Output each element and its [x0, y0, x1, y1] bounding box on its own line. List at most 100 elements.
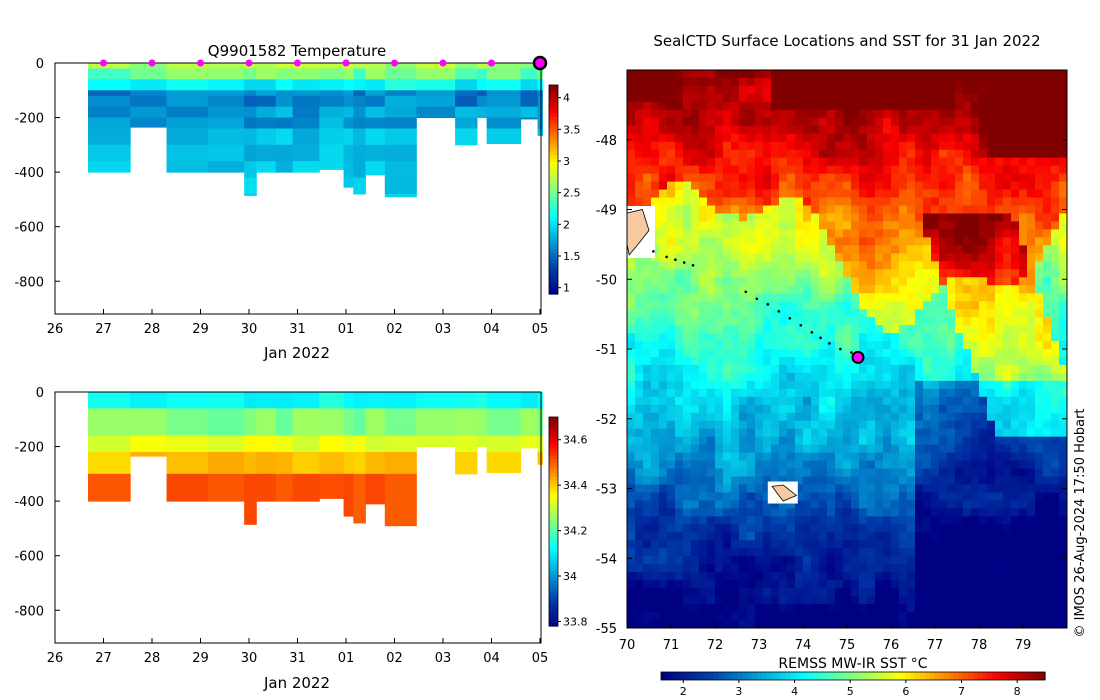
sst-cell — [907, 205, 916, 214]
section-cell — [292, 79, 320, 86]
sst-cell — [707, 70, 716, 79]
sst-cell — [795, 508, 804, 517]
sst-cell — [787, 380, 796, 390]
sst-cell — [771, 476, 780, 485]
colorbar-segment — [549, 615, 558, 620]
sst-cell — [867, 556, 876, 565]
sst-cell — [859, 317, 868, 326]
sst-cell — [763, 349, 772, 358]
sst-cell — [643, 412, 652, 422]
sst-cell — [859, 484, 868, 493]
sst-cell — [635, 516, 644, 525]
section-cell — [384, 517, 417, 524]
sst-cell — [947, 221, 956, 230]
sst-cell — [755, 229, 764, 238]
sst-cell — [699, 500, 708, 509]
sst-cell — [1051, 380, 1060, 390]
sst-cell — [819, 173, 828, 182]
sst-cell — [971, 444, 980, 454]
sst-cell — [1027, 285, 1036, 294]
sst-cell — [923, 70, 932, 79]
sst-cell — [979, 70, 988, 79]
sst-cell — [1059, 189, 1068, 198]
sst-cell — [771, 444, 780, 454]
sst-cell — [739, 484, 748, 493]
sst-cell — [667, 436, 676, 446]
sst-cell — [787, 524, 796, 533]
sst-cell — [659, 572, 668, 581]
sst-cell — [1027, 269, 1036, 278]
section-cell — [275, 84, 294, 91]
sst-cell — [803, 165, 812, 175]
section-cell — [353, 402, 366, 409]
sst-cell — [955, 508, 964, 517]
sst-cell — [955, 301, 964, 310]
sst-cell — [811, 508, 820, 517]
sst-cell — [955, 404, 964, 414]
sst-cell — [787, 141, 796, 151]
sst-cell — [1027, 317, 1036, 326]
sst-cell — [1011, 77, 1020, 87]
sst-cell — [763, 325, 772, 334]
sst-cell — [635, 109, 644, 119]
sst-cell — [1059, 253, 1068, 262]
sst-cell — [987, 325, 996, 334]
sst-cell — [1027, 492, 1036, 501]
sst-cell — [1043, 596, 1052, 605]
section-cell — [416, 84, 456, 91]
section-cell — [207, 495, 245, 502]
sst-cell — [811, 436, 820, 446]
sst-cell — [691, 125, 700, 135]
sst-cell — [883, 253, 892, 262]
sst-cell — [867, 548, 876, 557]
section-cell — [343, 402, 354, 409]
sst-cell — [931, 476, 940, 485]
sst-cell — [1059, 157, 1068, 167]
sst-cell — [1011, 117, 1020, 127]
sst-cell — [707, 572, 716, 581]
sst-cell — [947, 181, 956, 190]
sst-cell — [923, 165, 932, 175]
sst-cell — [891, 460, 900, 469]
section-cell — [256, 90, 277, 97]
sst-cell — [819, 253, 828, 262]
sst-cell — [867, 261, 876, 270]
sst-cell — [1043, 149, 1052, 159]
sst-cell — [675, 604, 684, 613]
sst-cell — [899, 596, 908, 605]
sst-cell — [931, 516, 940, 525]
sst-cell — [755, 325, 764, 334]
sst-cell — [923, 85, 932, 95]
sst-cell — [1043, 524, 1052, 533]
sst-cell — [779, 356, 788, 366]
sst-cell — [1011, 325, 1020, 334]
section-cell — [292, 128, 320, 135]
sst-cell — [963, 333, 972, 342]
sst-cell — [699, 269, 708, 278]
sst-cell — [675, 452, 684, 461]
sst-cell — [883, 189, 892, 198]
sst-cell — [931, 70, 940, 79]
sst-cell — [715, 444, 724, 454]
sst-cell — [643, 317, 652, 326]
section-cell — [343, 408, 354, 415]
sst-cell — [955, 325, 964, 334]
section-cell — [365, 457, 386, 464]
sst-cell — [659, 412, 668, 422]
sst-cell — [915, 412, 924, 422]
section-cell — [520, 73, 539, 80]
section-cell — [343, 468, 354, 475]
sst-cell — [947, 101, 956, 111]
sst-cell — [1043, 341, 1052, 350]
sst-cell — [635, 444, 644, 454]
track-point — [755, 297, 759, 301]
sst-cell — [803, 524, 812, 533]
sst-cell — [819, 444, 828, 454]
sst-cell — [651, 205, 660, 214]
sst-cell — [867, 285, 876, 294]
colorbar-segment — [549, 549, 558, 554]
sst-cell — [715, 85, 724, 95]
colorbar-segment — [795, 672, 801, 680]
sst-cell — [763, 117, 772, 127]
sst-cell — [955, 396, 964, 406]
